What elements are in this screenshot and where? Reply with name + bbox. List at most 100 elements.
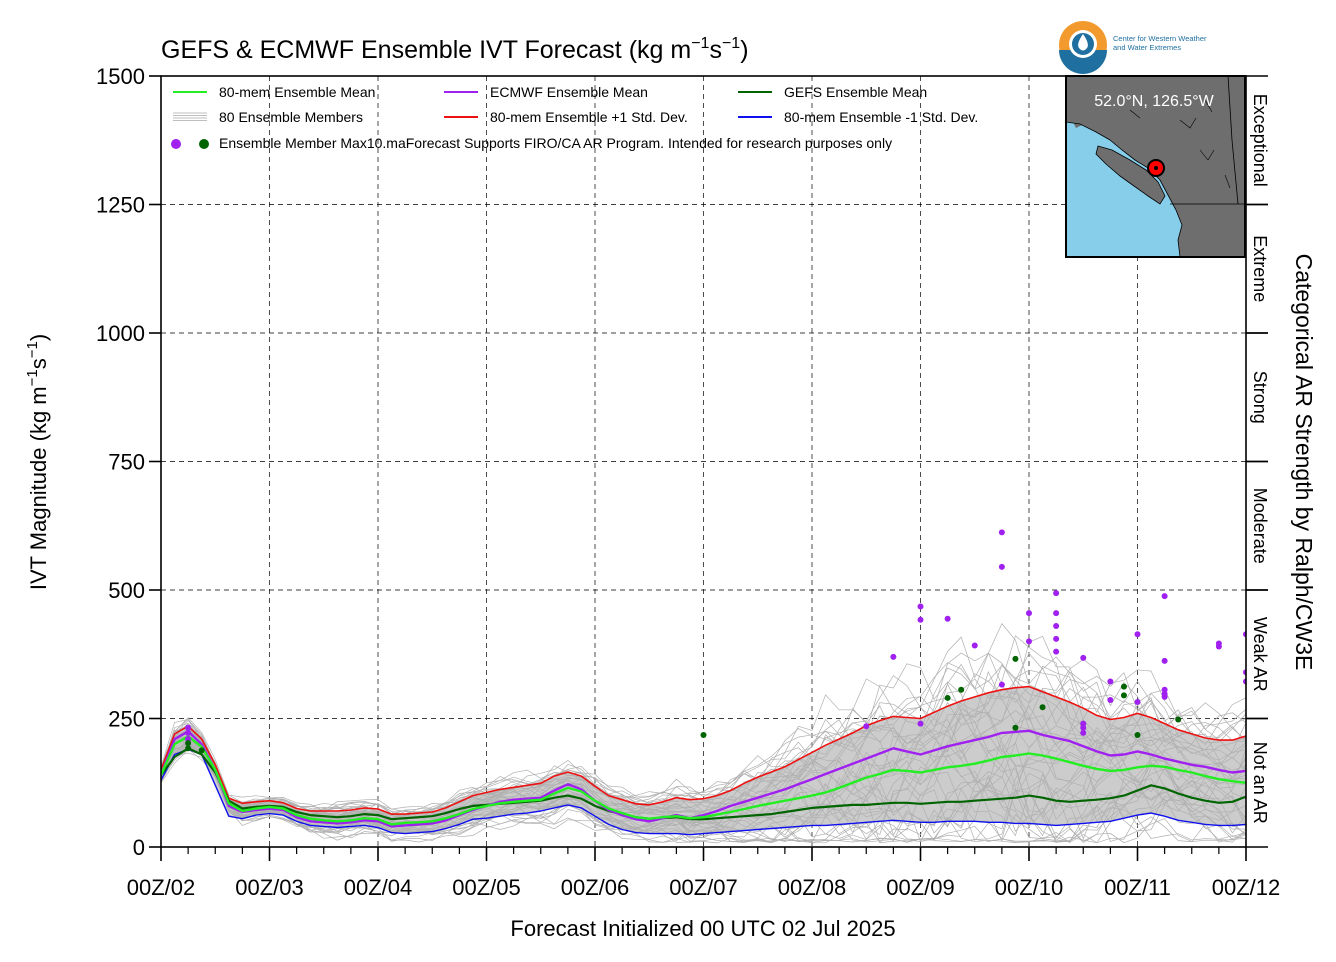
legend-label-plus-std: 80-mem Ensemble +1 Std. Dev. [490, 109, 688, 125]
x-axis-label: Forecast Initialized 00 UTC 02 Jul 2025 [510, 916, 895, 941]
ecmwf-max-point [1161, 693, 1168, 700]
legend-swatch-members [173, 112, 207, 121]
map-rivers [1129, 99, 1231, 189]
title-close-paren: ) [740, 36, 748, 64]
x-tick-label: 00Z/09 [886, 875, 955, 900]
category-label: Strong [1250, 371, 1270, 424]
y-tick-label: 500 [108, 578, 145, 603]
ecmwf-max-point [1080, 729, 1087, 736]
gefs-max-point [1175, 716, 1182, 723]
legend: 80-mem Ensemble Mean ECMWF Ensemble Mean… [171, 84, 978, 151]
ylabel-superscript-2: −1 [24, 341, 41, 358]
y-tick-label: 1250 [96, 193, 145, 218]
map-location-label: 52.0°N, 126.5°W [1094, 93, 1214, 110]
ecmwf-max-point [917, 616, 924, 623]
y-tick-label: 1500 [96, 64, 145, 89]
ecmwf-max-point [1053, 590, 1060, 597]
ecmwf-max-point [1080, 724, 1087, 731]
gefs-max-point [1134, 731, 1141, 738]
ecmwf-max-point [998, 681, 1005, 688]
ensemble-member-line [161, 712, 1246, 830]
cw3e-logo: Center for Western Weather and Water Ext… [1059, 21, 1207, 74]
ecmwf-max-point [1107, 696, 1114, 703]
series-line-80-mem-ensemble-mean [161, 735, 1246, 826]
legend-label-ensemble-mean: 80-mem Ensemble Mean [219, 84, 375, 100]
category-label: Moderate [1250, 488, 1270, 564]
logo-stripe-2 [1066, 62, 1100, 64]
legend-label-gefs-mean: GEFS Ensemble Mean [784, 84, 927, 100]
ecmwf-max-point [1107, 678, 1114, 685]
ecmwf-max-point [1161, 657, 1168, 664]
ensemble-member-line [161, 663, 1246, 819]
ecmwf-max-point [917, 603, 924, 610]
category-label: Weak AR [1250, 617, 1270, 692]
x-tick-label: 00Z/06 [561, 875, 630, 900]
logo-stripe-1 [1062, 58, 1104, 60]
ecmwf-max-point [1134, 699, 1141, 706]
ecmwf-max-point [1161, 686, 1168, 693]
y-axis-label: IVT Magnitude (kg m−1s−1) [24, 334, 51, 590]
water-drop-icon [1078, 34, 1088, 51]
max-points [185, 529, 1246, 754]
title-superscript-1: −1 [691, 35, 709, 52]
ecmwf-max-point [1026, 610, 1032, 617]
std-dev-band [161, 686, 1246, 835]
gefs-max-point [1012, 724, 1019, 731]
series-line-80-mem-ensemble-1-std-dev- [161, 748, 1246, 836]
ecmwf-max-point [1053, 622, 1060, 629]
ensemble-member-line [161, 730, 1246, 832]
x-tick-label: 00Z/08 [778, 875, 847, 900]
gefs-max-point [1120, 692, 1127, 699]
category-axis-label: Categorical AR Strength by Ralph/CW3E [1291, 254, 1317, 671]
x-tick-label: 00Z/02 [127, 875, 196, 900]
y-tick-label: 750 [108, 450, 145, 475]
ecmwf-max-point [1053, 610, 1060, 617]
ecmwf-max-point [998, 529, 1005, 536]
disclaimer-text: 10.maForecast Supports FIRO/CA AR Progra… [367, 135, 892, 151]
x-tick-label: 00Z/04 [344, 875, 413, 900]
ecmwf-max-point [1026, 638, 1032, 645]
ensemble-member-line [161, 635, 1246, 816]
chart-title: GEFS & ECMWF Ensemble IVT Forecast (kg m… [161, 35, 749, 64]
ensemble-member-line [161, 745, 1246, 842]
map-island [1096, 146, 1165, 204]
ensemble-member-line [161, 664, 1246, 820]
ecmwf-max-point [1215, 643, 1222, 650]
ecmwf-max-point [998, 563, 1005, 570]
location-marker-center [1154, 166, 1158, 170]
legend-label-members: 80 Ensemble Members [219, 109, 363, 125]
legend-label-max: Ensemble Member Max10.maForecast Support… [219, 135, 892, 151]
y-tick-label: 250 [108, 707, 145, 732]
ecmwf-max-point [971, 642, 978, 649]
y-axis: 0 250 500 750 1000 1250 1500 [96, 64, 161, 860]
ecmwf-max-point [1134, 631, 1141, 638]
ecmwf-max-point [917, 720, 924, 727]
ecmwf-max-point [1053, 635, 1060, 642]
category-label: Not an AR [1250, 742, 1270, 824]
inset-map: 52.0°N, 126.5°W [1065, 75, 1246, 258]
gefs-max-point [700, 731, 707, 738]
series-line-ecmwf-ensemble-mean [161, 729, 1246, 828]
gefs-max-point [185, 745, 192, 752]
ensemble-member-line [161, 636, 1246, 817]
legend-dot-gefs-max [199, 139, 209, 149]
category-axis: Exceptional Extreme Strong Moderate Weak AR N… [1246, 75, 1270, 848]
y-tick-label: 1000 [96, 321, 145, 346]
ecmwf-max-point [890, 653, 897, 660]
ecmwf-max-point [944, 615, 951, 622]
x-tick-label: 00Z/03 [235, 875, 304, 900]
ylabel-unit-s: s [26, 358, 51, 369]
series-line-80-mem-ensemble-1-std-dev- [161, 685, 1246, 815]
legend-label-minus-std: 80-mem Ensemble -1 Std. Dev. [784, 109, 978, 125]
gefs-max-point [1012, 655, 1019, 662]
gefs-max-point [1039, 704, 1046, 711]
ecmwf-max-point [185, 736, 192, 743]
ylabel-superscript-1: −1 [24, 369, 41, 386]
ecmwf-max-point [1161, 593, 1168, 600]
ensemble-member-line [161, 658, 1246, 819]
title-superscript-2: −1 [722, 35, 740, 52]
gefs-max-point [198, 747, 205, 754]
x-tick-label: 00Z/12 [1212, 875, 1281, 900]
ecmwf-max-point [185, 724, 192, 731]
